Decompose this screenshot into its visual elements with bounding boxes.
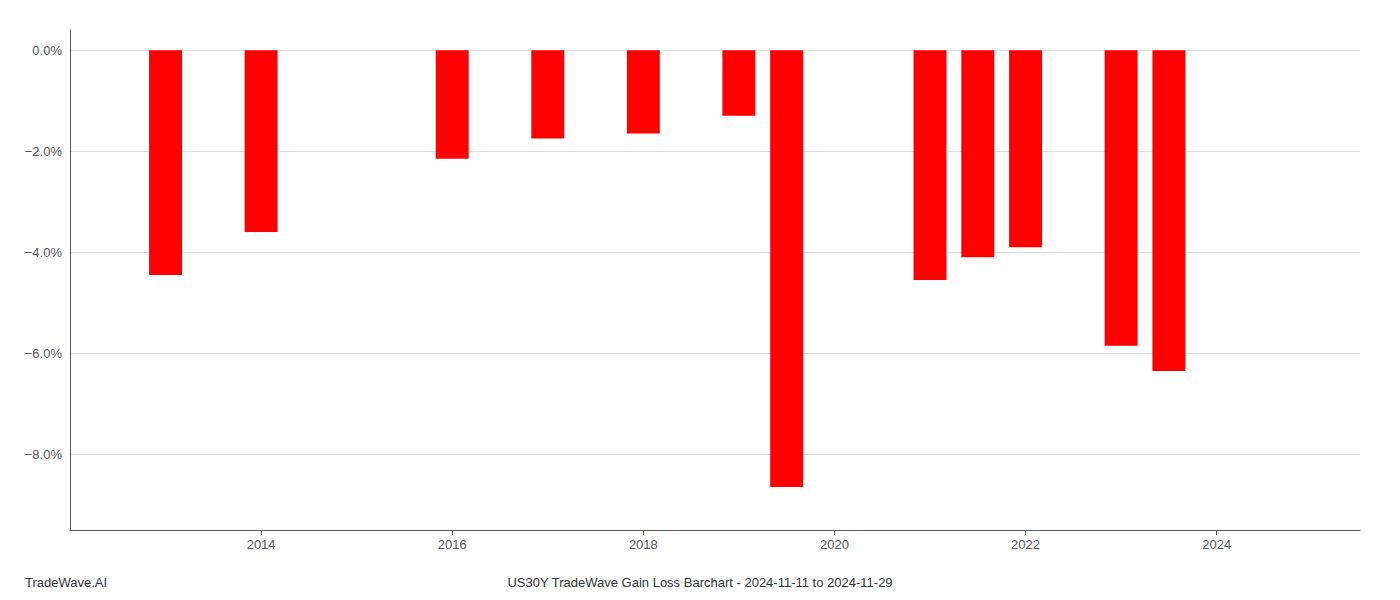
svg-text:2016: 2016 <box>438 537 467 552</box>
svg-text:2020: 2020 <box>820 537 849 552</box>
svg-text:−6.0%: −6.0% <box>25 346 63 361</box>
svg-text:2014: 2014 <box>247 537 276 552</box>
svg-text:2018: 2018 <box>629 537 658 552</box>
svg-text:US30Y TradeWave Gain Loss Barc: US30Y TradeWave Gain Loss Barchart - 202… <box>507 575 892 590</box>
svg-text:−2.0%: −2.0% <box>25 144 63 159</box>
svg-text:−8.0%: −8.0% <box>25 447 63 462</box>
svg-text:2024: 2024 <box>1202 537 1231 552</box>
svg-text:2022: 2022 <box>1011 537 1040 552</box>
svg-text:TradeWave.AI: TradeWave.AI <box>25 575 107 590</box>
svg-text:−4.0%: −4.0% <box>25 245 63 260</box>
svg-text:0.0%: 0.0% <box>32 43 62 58</box>
